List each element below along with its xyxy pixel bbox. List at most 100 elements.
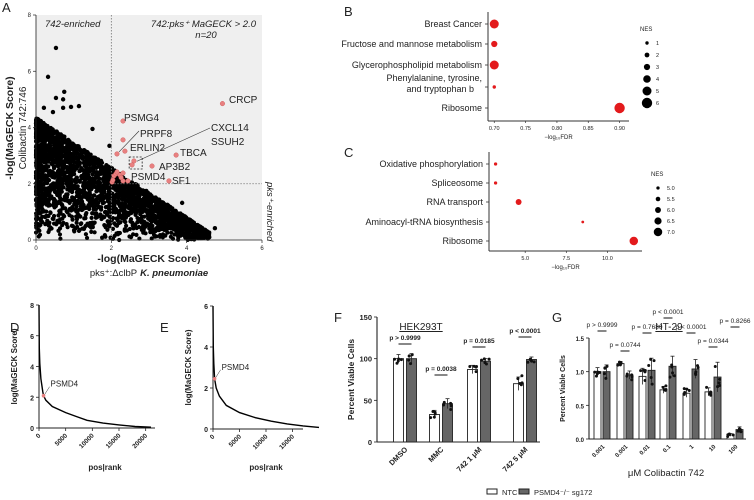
bar-ntc bbox=[513, 383, 524, 443]
gene-point bbox=[110, 226, 116, 231]
x-category-label: 10 bbox=[708, 444, 717, 453]
highlighted-gene-point bbox=[120, 170, 126, 176]
gene-point bbox=[34, 203, 39, 209]
gene-point bbox=[103, 209, 108, 214]
gene-point bbox=[62, 89, 67, 94]
gene-point bbox=[186, 235, 192, 240]
x-tick-label: 0 bbox=[35, 432, 43, 440]
leader-line bbox=[118, 130, 140, 153]
gene-point bbox=[131, 232, 136, 237]
gene-point bbox=[76, 189, 81, 194]
gene-point bbox=[185, 228, 190, 233]
gene-point bbox=[150, 214, 155, 219]
y-tick-label: 8 bbox=[28, 13, 32, 19]
replicate-point bbox=[526, 360, 530, 364]
gene-point bbox=[50, 127, 55, 132]
panel-a-volcano: CRCP PSMG4 PRPF8 ERLIN2 CXCL14 SSUH2 TBCA AP3B2… bbox=[4, 13, 275, 279]
replicate-point bbox=[668, 375, 672, 379]
gene-point bbox=[114, 184, 119, 189]
replicate-point bbox=[449, 401, 453, 405]
x-category-label: 0.01 bbox=[639, 444, 652, 457]
gene-point bbox=[151, 232, 157, 237]
bar-psmd4 bbox=[480, 360, 491, 443]
gene-point bbox=[56, 169, 61, 175]
enrichment-dot bbox=[489, 60, 499, 70]
replicate-point bbox=[603, 366, 607, 370]
gene-point bbox=[81, 184, 86, 189]
replicate-point bbox=[516, 377, 520, 381]
replicate-point bbox=[468, 365, 472, 369]
gene-point bbox=[183, 235, 188, 240]
enrichment-dot bbox=[489, 19, 499, 29]
category-label: Ribosome bbox=[441, 103, 482, 113]
gene-point bbox=[83, 194, 88, 200]
replicate-point bbox=[602, 372, 606, 376]
gene-point bbox=[41, 191, 46, 196]
gene-point bbox=[140, 209, 145, 214]
leader-line bbox=[215, 369, 221, 378]
gene-point bbox=[111, 201, 116, 206]
gene-point bbox=[159, 226, 165, 231]
y-tick-label: 50 bbox=[364, 396, 372, 405]
gene-point bbox=[62, 214, 67, 219]
gene-point bbox=[57, 186, 62, 191]
y-tick-label: 2 bbox=[204, 386, 208, 393]
y-tick-label: 6 bbox=[28, 69, 32, 75]
enrichment-dot bbox=[492, 85, 496, 89]
gene-point bbox=[71, 207, 76, 212]
gene-point bbox=[107, 143, 112, 148]
gene-point bbox=[79, 199, 84, 204]
y-tick-label: 0.5 bbox=[576, 404, 585, 410]
replicate-point bbox=[604, 376, 608, 380]
legend-size-dot bbox=[655, 207, 661, 213]
highlighted-gene-point bbox=[129, 162, 135, 168]
x-tick-label: 7.5 bbox=[562, 256, 570, 262]
highlighted-gene-point bbox=[125, 178, 131, 184]
enrichment-dot bbox=[581, 220, 585, 224]
gene-point bbox=[99, 160, 105, 165]
gene-point bbox=[73, 186, 78, 191]
gene-label: TBCA bbox=[180, 148, 207, 159]
legend-size-dot bbox=[653, 227, 663, 237]
legend-size-dot bbox=[642, 86, 652, 96]
bar-psmd4 bbox=[625, 374, 634, 440]
p-value-label: p = 0.0185 bbox=[463, 338, 495, 345]
p-value-label: p = 0.7680 bbox=[632, 324, 663, 331]
gene-point bbox=[137, 216, 142, 222]
gene-point bbox=[99, 207, 104, 212]
gene-point bbox=[77, 227, 82, 232]
gene-point bbox=[56, 161, 61, 167]
replicate-point bbox=[474, 364, 478, 368]
gene-point bbox=[40, 131, 45, 136]
gene-point bbox=[87, 195, 92, 200]
gene-point bbox=[148, 218, 153, 223]
leader-line bbox=[44, 386, 50, 395]
y-tick-label: 4 bbox=[204, 345, 208, 352]
replicate-point bbox=[605, 364, 609, 368]
gene-point bbox=[52, 203, 58, 208]
replicate-point bbox=[647, 363, 651, 367]
gene-point bbox=[115, 218, 120, 223]
replicate-point bbox=[643, 369, 647, 373]
gene-point bbox=[40, 219, 45, 225]
gene-point bbox=[87, 190, 92, 195]
gene-point bbox=[102, 179, 107, 184]
highlighted-gene-point bbox=[122, 148, 128, 154]
bar-ntc bbox=[659, 389, 668, 440]
gene-point bbox=[43, 214, 48, 220]
gene-point bbox=[155, 197, 160, 203]
x-tick-label: 5000 bbox=[54, 432, 69, 447]
bar-ntc bbox=[393, 358, 404, 443]
legend-label-psmd4: PSMD4⁻/⁻ sg172 bbox=[534, 488, 592, 497]
y-axis-sublabel: Colibactin 742:746 bbox=[18, 86, 29, 169]
replicate-point bbox=[399, 358, 403, 362]
x-tick-label: 4 bbox=[185, 246, 189, 252]
category-label-line: and tryptophan b bbox=[406, 84, 474, 94]
gene-point bbox=[104, 164, 110, 169]
replicate-point bbox=[474, 370, 478, 374]
gene-point bbox=[127, 194, 132, 199]
gene-point bbox=[70, 224, 76, 229]
gene-point bbox=[124, 228, 130, 233]
gene-point bbox=[193, 227, 199, 233]
